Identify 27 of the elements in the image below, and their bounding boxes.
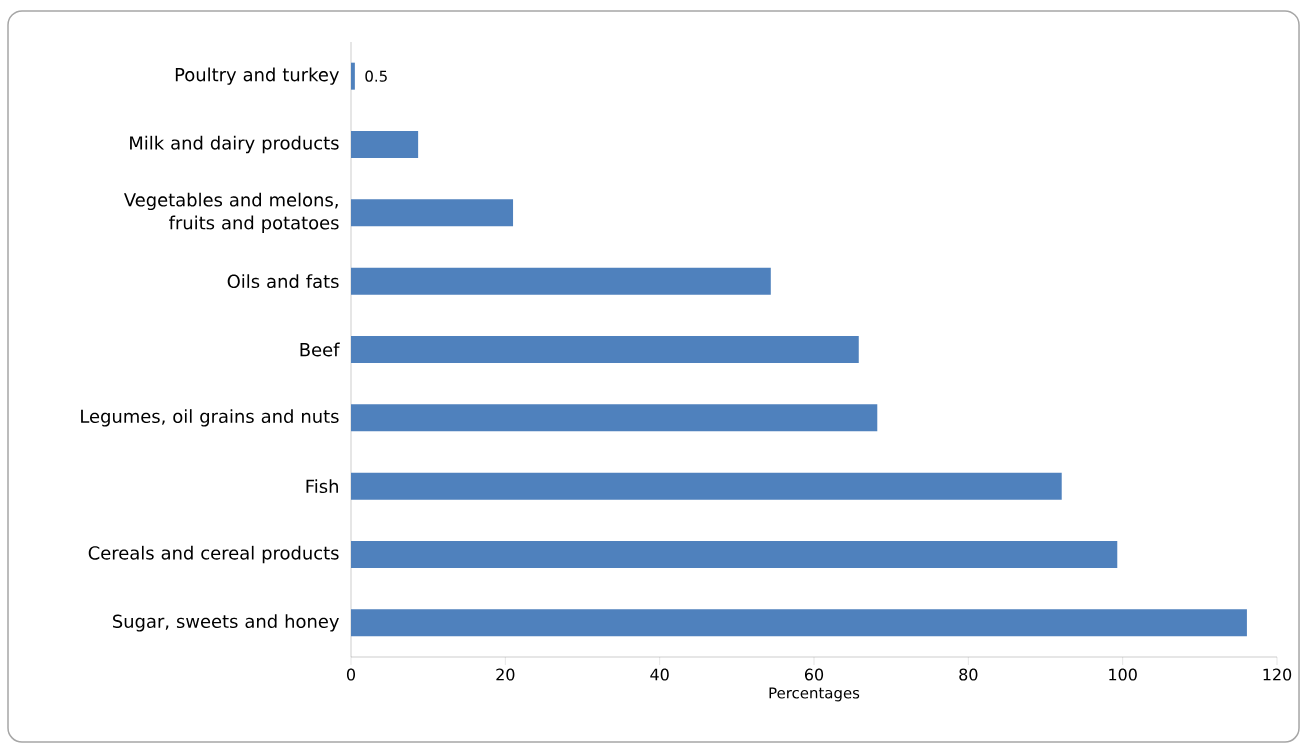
y-tick-label: Fish: [306, 479, 338, 494]
bar: [351, 62, 355, 90]
bar: [351, 199, 514, 227]
bar: [351, 267, 771, 295]
y-tick-label: Milk and dairy products: [130, 135, 339, 154]
y-tick-label: Vegetables and melons, fruits and potatoes: [123, 192, 339, 233]
x-tick-label: 100: [1109, 668, 1137, 681]
bar: [351, 541, 1118, 569]
x-tick-label: 0: [346, 668, 356, 681]
bar: [351, 609, 1247, 637]
y-tick-label: Cereals and cereal products: [88, 545, 339, 564]
y-tick-label: Poultry and turkey: [175, 67, 339, 85]
bar: [351, 404, 878, 432]
x-axis-title: Percentages: [769, 687, 860, 702]
x-tick-label: 80: [959, 668, 978, 681]
y-tick-label: Oils and fats: [227, 274, 339, 289]
data-label: 0.5: [365, 70, 387, 82]
y-tick-label: Legumes, oil grains and nuts: [81, 409, 339, 427]
bar: [351, 131, 419, 159]
bar: [351, 472, 1062, 500]
y-tick-label: Sugar, sweets and honey: [113, 614, 339, 632]
x-tick-label: 40: [650, 668, 669, 681]
x-tick-label: 60: [804, 668, 824, 681]
x-tick-label: 120: [1263, 668, 1292, 681]
y-tick-label: Beef: [300, 342, 340, 357]
x-tick-label: 20: [496, 668, 515, 681]
bar: [351, 336, 859, 364]
